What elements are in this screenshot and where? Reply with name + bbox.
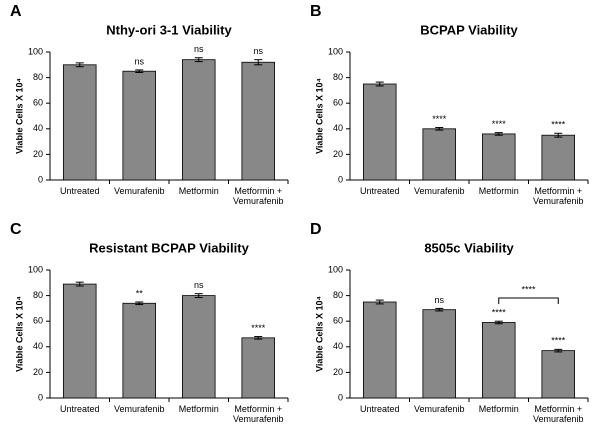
y-tick-label: 40 bbox=[333, 341, 343, 351]
bar bbox=[422, 128, 457, 181]
x-tick-label: Untreated bbox=[59, 404, 100, 414]
bar bbox=[422, 309, 457, 399]
significance-label: ** bbox=[136, 288, 144, 298]
y-tick-label: 20 bbox=[333, 367, 343, 377]
y-tick-label: 60 bbox=[33, 316, 43, 326]
x-tick-label: Vemurafenib bbox=[113, 186, 165, 196]
y-tick-label: 80 bbox=[333, 72, 343, 82]
x-tick-label: Untreated bbox=[359, 404, 400, 414]
bar bbox=[62, 283, 97, 399]
x-tick-label: Untreated bbox=[59, 186, 100, 196]
y-tick-label: 40 bbox=[33, 341, 43, 351]
bar bbox=[181, 295, 216, 399]
bar bbox=[122, 70, 157, 181]
panel-label: A bbox=[10, 3, 22, 20]
significance-label: ns bbox=[253, 46, 263, 56]
y-axis-label: Viable Cells X 10⁴ bbox=[314, 78, 324, 154]
bar bbox=[362, 301, 397, 399]
bar bbox=[481, 322, 516, 399]
y-tick-label: 20 bbox=[333, 149, 343, 159]
y-axis-label: Viable Cells X 10⁴ bbox=[14, 296, 24, 372]
bar bbox=[241, 61, 276, 181]
significance-label: ns bbox=[194, 280, 204, 290]
chart-title: 8505c Viability bbox=[424, 240, 514, 255]
y-tick-label: 80 bbox=[33, 290, 43, 300]
x-tick-label: Vemurafenib bbox=[413, 404, 465, 414]
panel-label: D bbox=[310, 221, 322, 238]
significance-label: **** bbox=[551, 120, 566, 130]
x-tick-label: Metformin + Vemurafenib bbox=[532, 186, 584, 206]
bar bbox=[541, 350, 576, 399]
y-axis-label: Viable Cells X 10⁴ bbox=[14, 78, 24, 154]
x-tick-label: Metformin + Vemurafenib bbox=[232, 404, 284, 424]
y-axis-label: Viable Cells X 10⁴ bbox=[314, 296, 324, 372]
significance-label: ns bbox=[194, 44, 204, 54]
x-tick-label: Vemurafenib bbox=[413, 186, 465, 196]
chart-title: Nthy-ori 3-1 Viability bbox=[106, 22, 232, 37]
y-tick-label: 20 bbox=[33, 149, 43, 159]
y-tick-label: 0 bbox=[338, 392, 343, 402]
y-tick-label: 80 bbox=[33, 72, 43, 82]
significance-label: **** bbox=[251, 323, 266, 333]
significance-bracket bbox=[498, 297, 559, 304]
bar bbox=[481, 133, 516, 181]
chart-title: Resistant BCPAP Viability bbox=[89, 240, 249, 255]
y-tick-label: 100 bbox=[28, 264, 43, 274]
significance-label: **** bbox=[551, 336, 566, 346]
y-tick-label: 0 bbox=[38, 392, 43, 402]
x-tick-label: Metformin + Vemurafenib bbox=[532, 404, 584, 424]
y-tick-label: 80 bbox=[333, 290, 343, 300]
panel-label: C bbox=[10, 221, 22, 238]
y-tick-label: 60 bbox=[333, 316, 343, 326]
bar bbox=[122, 302, 157, 399]
x-tick-label: Metformin bbox=[478, 186, 519, 196]
y-tick-label: 60 bbox=[333, 98, 343, 108]
y-tick-label: 0 bbox=[38, 174, 43, 184]
bar bbox=[181, 59, 216, 181]
significance-label: ns bbox=[434, 295, 444, 305]
x-tick-label: Untreated bbox=[359, 186, 400, 196]
y-tick-label: 0 bbox=[338, 174, 343, 184]
y-tick-label: 20 bbox=[33, 367, 43, 377]
bar bbox=[62, 64, 97, 181]
x-tick-label: Vemurafenib bbox=[113, 404, 165, 414]
bar bbox=[241, 337, 276, 399]
chart-title: BCPAP Viability bbox=[420, 22, 518, 37]
x-tick-label: Metformin bbox=[178, 186, 219, 196]
bar bbox=[541, 134, 576, 181]
significance-label: **** bbox=[432, 114, 447, 124]
significance-label: **** bbox=[492, 308, 507, 318]
bar bbox=[362, 83, 397, 181]
x-tick-label: Metformin bbox=[478, 404, 519, 414]
x-tick-label: Metformin + Vemurafenib bbox=[232, 186, 284, 206]
y-tick-label: 40 bbox=[33, 123, 43, 133]
y-tick-label: 100 bbox=[328, 46, 343, 56]
significance-label: **** bbox=[521, 284, 536, 294]
panel-label: B bbox=[310, 3, 322, 20]
y-tick-label: 100 bbox=[28, 46, 43, 56]
y-tick-label: 40 bbox=[333, 123, 343, 133]
y-tick-label: 100 bbox=[328, 264, 343, 274]
significance-label: ns bbox=[134, 56, 144, 66]
significance-label: **** bbox=[492, 119, 507, 129]
y-tick-label: 60 bbox=[33, 98, 43, 108]
x-tick-label: Metformin bbox=[178, 404, 219, 414]
